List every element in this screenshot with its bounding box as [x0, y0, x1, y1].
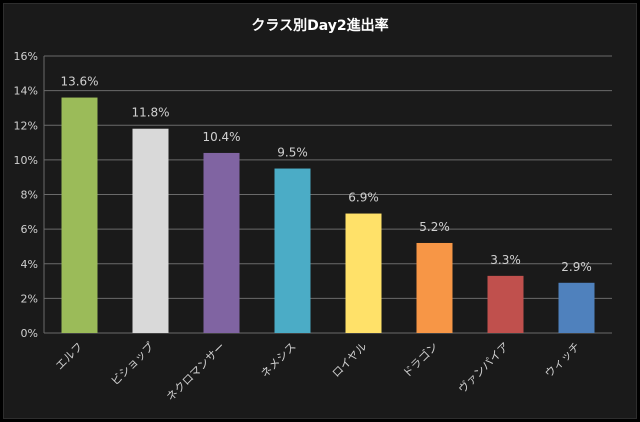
- bar: [416, 242, 453, 333]
- bar: [558, 282, 595, 333]
- y-tick-label: 6%: [21, 223, 38, 236]
- bar: [132, 128, 169, 333]
- x-tick-label: ロイヤル: [330, 340, 370, 380]
- bar: [274, 168, 311, 333]
- bar: [61, 97, 98, 333]
- data-label: 2.9%: [561, 260, 592, 274]
- x-tick-label: ドラゴン: [400, 339, 441, 380]
- y-tick-label: 10%: [14, 154, 38, 167]
- data-label: 10.4%: [202, 130, 240, 144]
- x-tick-label: ネメシス: [258, 340, 298, 380]
- x-tick-label: ネクロマンサー: [164, 340, 228, 404]
- x-tick-label: エルフ: [53, 340, 86, 373]
- bar: [345, 213, 382, 333]
- data-label: 6.9%: [348, 191, 379, 205]
- y-tick-label: 2%: [21, 292, 38, 305]
- y-tick-label: 8%: [21, 189, 38, 202]
- data-label: 9.5%: [277, 146, 308, 160]
- chart-panel: [3, 3, 637, 419]
- data-label: 5.2%: [419, 220, 450, 234]
- y-tick-label: 16%: [14, 50, 38, 63]
- data-label: 11.8%: [131, 106, 169, 120]
- y-tick-label: 14%: [14, 85, 38, 98]
- x-tick-label: ヴァンパイア: [455, 339, 512, 396]
- bar: [487, 275, 524, 333]
- y-tick-label: 0%: [21, 327, 38, 340]
- y-tick-label: 4%: [21, 258, 38, 271]
- x-tick-label: ビショップ: [109, 340, 157, 388]
- chart-title: クラス別Day2進出率: [251, 17, 388, 34]
- x-tick-label: ウィッチ: [542, 340, 582, 380]
- bar: [203, 152, 240, 333]
- y-tick-label: 12%: [14, 119, 38, 132]
- data-label: 13.6%: [60, 75, 98, 89]
- data-label: 3.3%: [490, 253, 521, 267]
